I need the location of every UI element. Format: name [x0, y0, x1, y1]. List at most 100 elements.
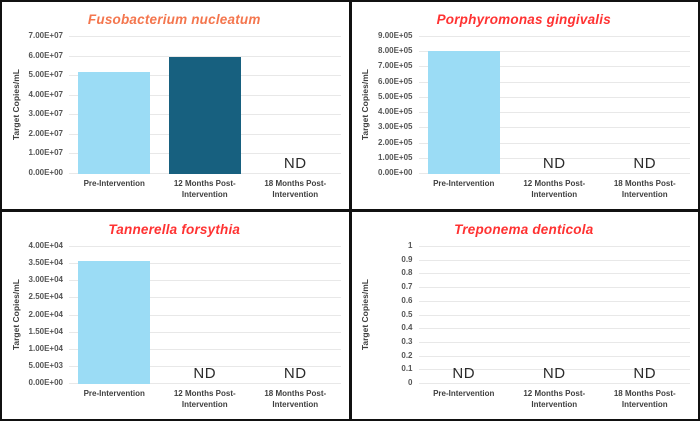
chart-title: Porphyromonas gingivalis: [436, 12, 611, 27]
gridline: [418, 259, 690, 261]
x-axis-labels: Pre-Intervention 12 Months Post-Intervent…: [69, 174, 341, 201]
y-axis-title-box: Target Copies/mL: [8, 36, 23, 174]
y-axis-tick-labels: 4.00E+04 3.50E+04 3.00E+04 2.50E+04 2.00E+04…: [23, 241, 69, 387]
y-tick-label: 3.00E+05: [378, 122, 413, 132]
y-tick-label: 0.9: [401, 254, 413, 264]
y-tick-label: 9.00E+05: [378, 31, 413, 40]
bar-tannerella-forsythia-0: [78, 261, 151, 384]
y-tick-label: 2.00E+05: [378, 137, 413, 147]
gridline: [69, 280, 341, 282]
not-detected-label: ND: [193, 365, 217, 382]
x-axis-label: 12 Months Post-Intervention: [173, 389, 236, 409]
plot-area: ND ND ND: [418, 246, 690, 384]
x-axis-labels: Pre-Intervention 12 Months Post-Intervent…: [419, 384, 691, 411]
category-slot: ND: [599, 246, 689, 384]
plot-area: ND ND: [418, 36, 690, 174]
y-tick-label: 1.00E+05: [378, 152, 413, 162]
y-tick-label: 0.00E+00: [28, 378, 63, 387]
gridline: [418, 66, 690, 68]
gridline: [418, 157, 690, 159]
category-slot: [69, 246, 159, 384]
gridline: [418, 127, 690, 129]
y-axis-tick-labels: 7.00E+07 6.00E+07 5.00E+07 4.00E+07 3.00E+07…: [23, 31, 69, 177]
gridline: [418, 173, 690, 174]
y-tick-label: 3.50E+04: [28, 258, 63, 268]
category-slot: ND: [250, 36, 340, 174]
chart-panel-tannerella-forsythia: Tannerella forsythia Target Copies/mL 4.00…: [2, 212, 349, 419]
x-axis-labels: Pre-Intervention 12 Months Post-Intervent…: [69, 384, 341, 411]
x-axis-label: Pre-Intervention: [83, 389, 145, 398]
plot-column: ND ND Pre-Intervention 12 Months Post-Inter…: [69, 246, 341, 417]
y-tick-label: 0.6: [401, 295, 413, 305]
gridline: [418, 287, 690, 289]
x-axis-label: 12 Months Post-Intervention: [523, 389, 586, 409]
gridline: [418, 246, 690, 247]
y-tick-label: 4.00E+04: [28, 241, 63, 250]
x-axis-label: Pre-Intervention: [433, 179, 495, 188]
y-tick-label: 7.00E+07: [28, 31, 63, 40]
gridline: [69, 365, 341, 367]
chart-panel-treponema-denticola: Treponema denticola Target Copies/mL 1 0.9 0…: [351, 212, 698, 419]
y-tick-label: 5.00E+05: [378, 91, 413, 101]
chart-body: Target Copies/mL 4.00E+04 3.50E+04 3.00E+04…: [8, 241, 341, 417]
not-detected-label: ND: [283, 155, 307, 172]
y-tick-label: 0.00E+00: [378, 168, 413, 177]
gridline: [69, 348, 341, 350]
y-tick-label: 0.7: [401, 282, 413, 292]
y-tick-label: 0.2: [401, 350, 413, 360]
category-slot: ND: [599, 36, 689, 174]
chart-body: Target Copies/mL 1 0.9 0.8 0.7 0.6 0.5 0.4 0.3 0.…: [358, 241, 691, 417]
gridline: [418, 328, 690, 330]
category-slot: ND: [159, 246, 249, 384]
not-detected-label: ND: [283, 365, 307, 382]
not-detected-label: ND: [452, 365, 476, 382]
gridline: [418, 36, 690, 37]
chart-title: Fusobacterium nucleatum: [87, 12, 261, 27]
gridline: [418, 300, 690, 302]
x-axis-label: 18 Months Post-Intervention: [264, 389, 327, 409]
gridline: [418, 314, 690, 316]
not-detected-label: ND: [542, 365, 566, 382]
y-axis-tick-labels: 9.00E+05 8.00E+05 7.00E+05 6.00E+05 5.00E+05…: [373, 31, 419, 177]
y-axis-title: Target Copies/mL: [10, 279, 21, 351]
y-tick-label: 5.00E+07: [28, 70, 63, 80]
y-tick-label: 2.50E+04: [28, 292, 63, 302]
gridline: [69, 331, 341, 333]
x-axis-label: 12 Months Post-Intervention: [523, 179, 586, 199]
y-tick-label: 6.00E+05: [378, 76, 413, 86]
bar-porphyromonas-gingivalis-0: [427, 51, 500, 174]
plot-area: ND: [69, 36, 341, 174]
y-tick-label: 0.3: [401, 336, 413, 346]
chart-title: Treponema denticola: [454, 222, 594, 237]
y-axis-tick-labels: 1 0.9 0.8 0.7 0.6 0.5 0.4 0.3 0.2 0.1 0: [373, 241, 419, 387]
chart-panel-porphyromonas-gingivalis: Porphyromonas gingivalis Target Copies/mL…: [351, 2, 698, 209]
y-tick-label: 4.00E+07: [28, 89, 63, 99]
y-tick-label: 5.00E+03: [28, 360, 63, 370]
y-tick-label: 0.00E+00: [28, 168, 63, 177]
not-detected-label: ND: [633, 365, 657, 382]
x-axis-label: 18 Months Post-Intervention: [264, 179, 327, 199]
gridline: [418, 142, 690, 144]
y-tick-label: 2.00E+07: [28, 128, 63, 138]
x-axis-label: Pre-Intervention: [83, 179, 145, 188]
category-slot: [419, 36, 509, 174]
gridline: [69, 383, 341, 384]
category-slot: ND: [250, 246, 340, 384]
chart-panel-fusobacterium-nucleatum: Fusobacterium nucleatum Target Copies/mL 7…: [2, 2, 349, 209]
y-tick-label: 6.00E+07: [28, 50, 63, 60]
gridline: [69, 263, 341, 265]
gridline: [418, 96, 690, 98]
y-tick-label: 3.00E+04: [28, 275, 63, 285]
gridline: [418, 355, 690, 357]
x-axis-label: 12 Months Post-Intervention: [173, 179, 236, 199]
chart-title: Tannerella forsythia: [108, 222, 241, 237]
x-axis-label: Pre-Intervention: [433, 389, 495, 398]
plot-column: ND Pre-Intervention 12 Months Post-Interve…: [69, 36, 341, 207]
category-slot: ND: [509, 246, 599, 384]
gridline: [418, 51, 690, 53]
y-tick-label: 0.4: [401, 323, 413, 333]
plot-column: ND ND Pre-Intervention 12 Months Post-Inter…: [418, 36, 690, 207]
y-tick-label: 0.1: [401, 364, 413, 374]
y-tick-label: 8.00E+05: [378, 46, 413, 56]
